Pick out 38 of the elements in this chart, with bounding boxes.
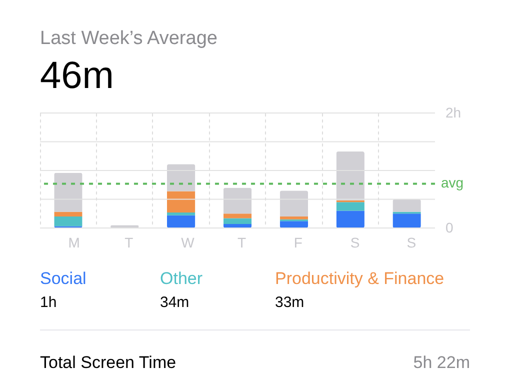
bar [280,190,308,216]
bar [54,212,82,216]
chart-title: Last Week’s Average [40,28,218,49]
bar [54,216,82,226]
chart-subtitle: 46m [40,55,114,97]
text: 33m [275,294,304,311]
bar [336,152,364,200]
x-tick-label: T [238,234,246,250]
ref-line-label: avg [441,174,464,191]
x-tick-label: S [406,234,416,250]
bar [336,202,364,211]
text: Social [40,269,86,288]
y-tick-label: 0 [446,220,454,236]
text: Other [160,269,203,288]
x-tick-label: T [124,234,134,250]
bar [280,221,308,228]
bar [166,212,196,216]
text: 1h [40,294,57,311]
y-tick-label: 2h [446,104,462,120]
bar [280,216,308,220]
bar [166,164,196,192]
bar [336,210,364,228]
text: 5h 22m [413,353,470,372]
x-tick-label: S [350,234,360,250]
x-tick-label: F [294,234,302,250]
bar [166,215,196,228]
bar [392,199,421,212]
bar [223,214,252,218]
x-tick-label: W [181,234,196,250]
bar [223,218,252,224]
text: Total Screen Time [40,353,176,372]
bar [54,172,82,212]
bar [223,188,252,214]
x-tick-label: M [68,234,80,250]
bar [392,214,421,228]
text: Productivity & Finance [275,269,444,288]
bar [166,191,196,212]
text: 34m [160,294,190,311]
